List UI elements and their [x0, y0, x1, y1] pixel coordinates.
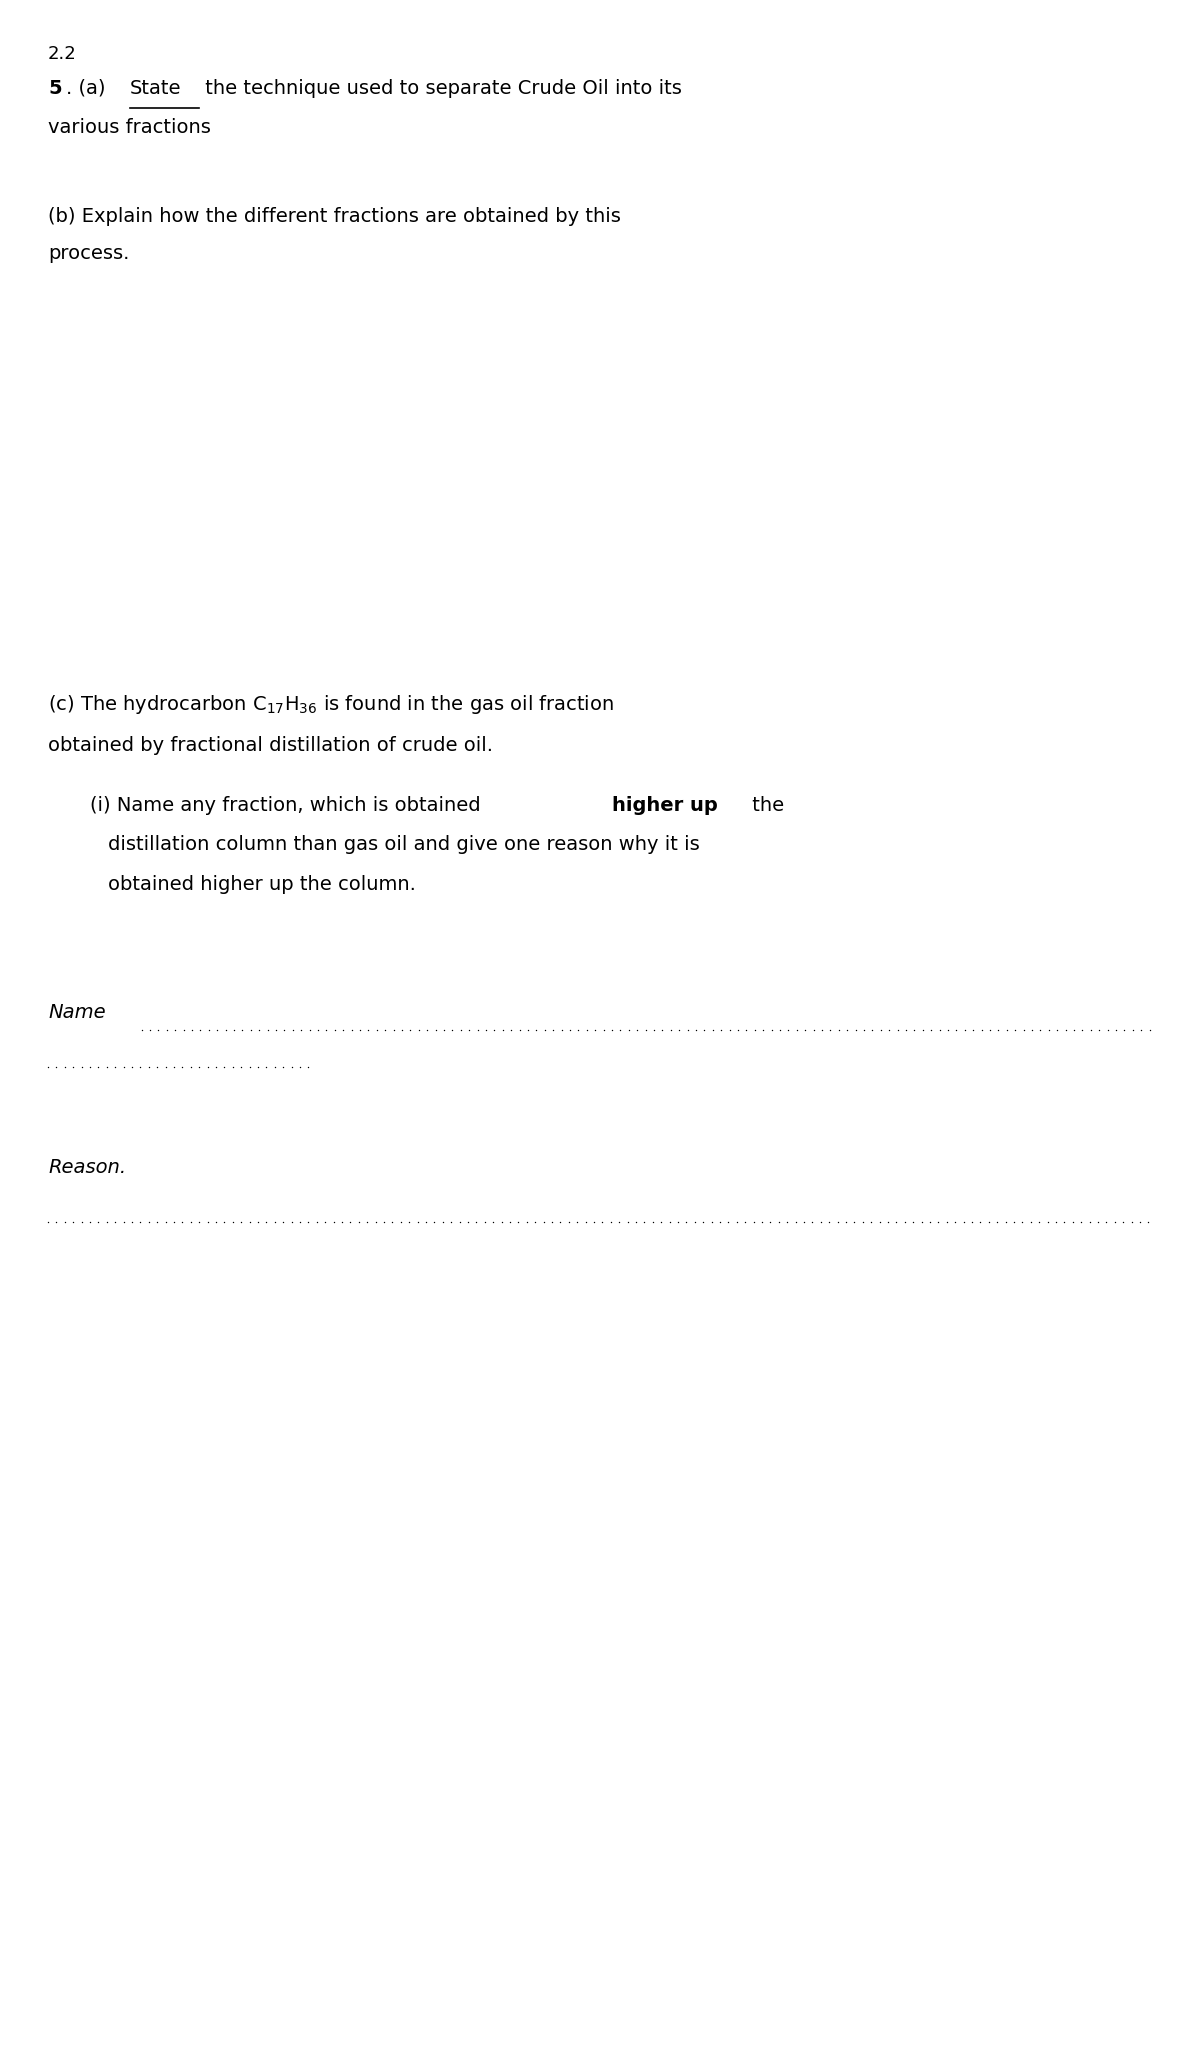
- Text: obtained by fractional distillation of crude oil.: obtained by fractional distillation of c…: [48, 736, 493, 755]
- Text: distillation column than gas oil and give one reason why it is: distillation column than gas oil and giv…: [108, 835, 700, 854]
- Text: (b) Explain how the different fractions are obtained by this: (b) Explain how the different fractions …: [48, 207, 620, 225]
- Text: . (a): . (a): [66, 79, 112, 97]
- Text: various fractions: various fractions: [48, 118, 211, 136]
- Text: 5: 5: [48, 79, 61, 97]
- Text: State: State: [130, 79, 181, 97]
- Text: (c) The hydrocarbon $\mathregular{C_{17}H_{36}}$ is found in the gas oil fractio: (c) The hydrocarbon $\mathregular{C_{17}…: [48, 693, 614, 716]
- Text: (i) Name any fraction, which is obtained: (i) Name any fraction, which is obtained: [90, 796, 487, 815]
- Text: Name: Name: [48, 1003, 106, 1022]
- Text: the: the: [746, 796, 785, 815]
- Text: the technique used to separate Crude Oil into its: the technique used to separate Crude Oil…: [199, 79, 682, 97]
- Text: 2.2: 2.2: [48, 45, 77, 64]
- Text: process.: process.: [48, 244, 130, 263]
- Text: Reason.: Reason.: [48, 1158, 126, 1177]
- Text: obtained higher up the column.: obtained higher up the column.: [108, 875, 416, 893]
- Text: higher up: higher up: [612, 796, 718, 815]
